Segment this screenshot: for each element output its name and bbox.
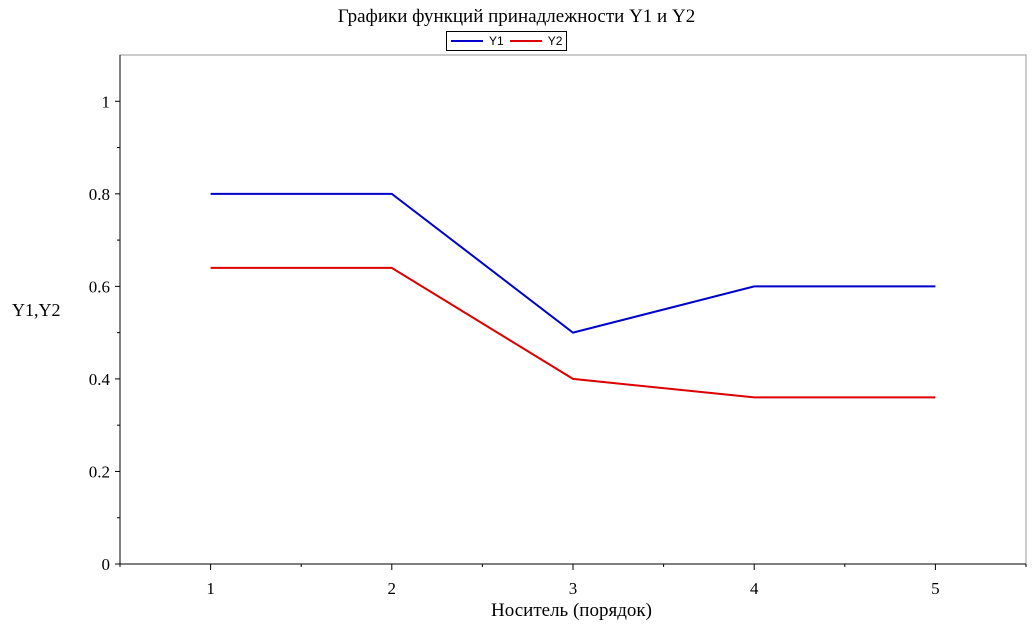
legend-swatch-y2 (509, 40, 542, 42)
x-tick-label: 1 (206, 579, 215, 598)
chart-title: Графики функций принадлежности Y1 и Y2 (337, 6, 696, 27)
x-tick-label: 4 (750, 579, 759, 598)
y-tick-label: 0.8 (89, 185, 110, 204)
legend-label-y2: Y2 (547, 34, 563, 48)
legend: Y1 Y2 (446, 31, 568, 51)
y-tick-label: 0.2 (89, 462, 110, 481)
x-tick-label: 2 (388, 579, 397, 598)
y-tick-label: 0 (102, 555, 111, 574)
x-tick-label: 3 (569, 579, 578, 598)
legend-item-y2: Y2 (509, 34, 563, 48)
series-line-y2 (210, 266, 936, 399)
x-tick-label: 5 (931, 579, 940, 598)
y-axis-label: Y1,Y2 (12, 300, 61, 320)
legend-swatch-y1 (451, 40, 483, 42)
legend-label-y1: Y1 (489, 34, 504, 48)
series-line-y1 (210, 192, 936, 334)
x-axis-label: Носитель (порядок) (491, 600, 652, 621)
plot-frame (119, 54, 1027, 565)
y-tick-label: 0.4 (89, 370, 111, 389)
y-tick-label: 1 (102, 92, 111, 111)
legend-item-y1: Y1 (451, 34, 504, 48)
y-tick-label: 0.6 (89, 277, 110, 296)
